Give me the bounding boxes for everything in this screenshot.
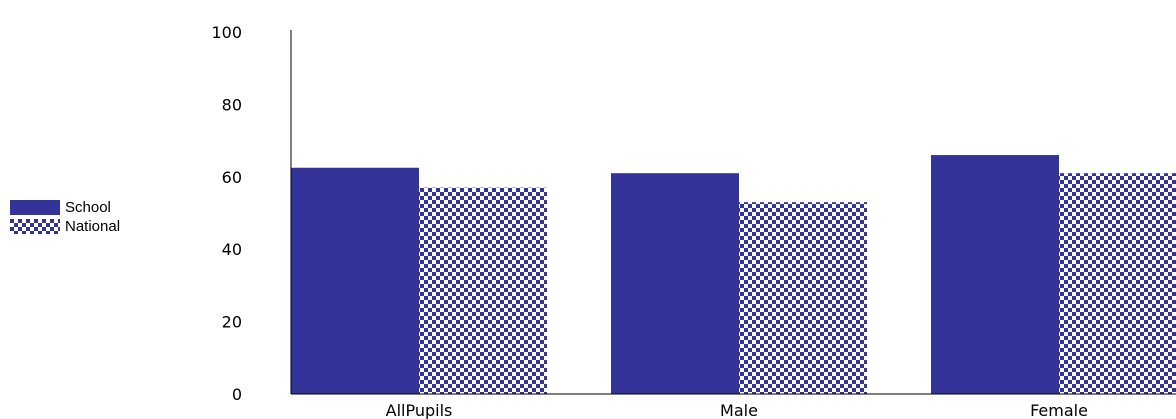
bar-national-allpupils [419, 187, 547, 394]
legend-item-school: School [10, 198, 120, 217]
y-tick-label: 0 [232, 385, 242, 404]
legend-label-national: National [65, 218, 121, 235]
bar-school-female [931, 155, 1059, 394]
bar-school-allpupils [291, 167, 419, 394]
legend-label-school: School [65, 199, 111, 216]
bar-national-female [1059, 173, 1176, 394]
legend-item-national: National [10, 217, 120, 236]
bar-national-male [739, 202, 867, 394]
y-tick-label: 40 [222, 240, 242, 259]
legend-swatch-school [10, 200, 60, 215]
bar-school-male [611, 173, 739, 394]
y-tick-label: 100 [211, 23, 242, 42]
legend: School National [10, 198, 120, 236]
x-category-label: Male [720, 401, 758, 419]
x-category-label: AllPupils [386, 401, 453, 419]
y-tick-label: 20 [222, 313, 242, 332]
legend-swatch-national [10, 219, 60, 234]
y-tick-label: 60 [222, 168, 242, 187]
y-tick-label: 80 [222, 95, 242, 114]
x-category-label: Female [1030, 401, 1088, 419]
